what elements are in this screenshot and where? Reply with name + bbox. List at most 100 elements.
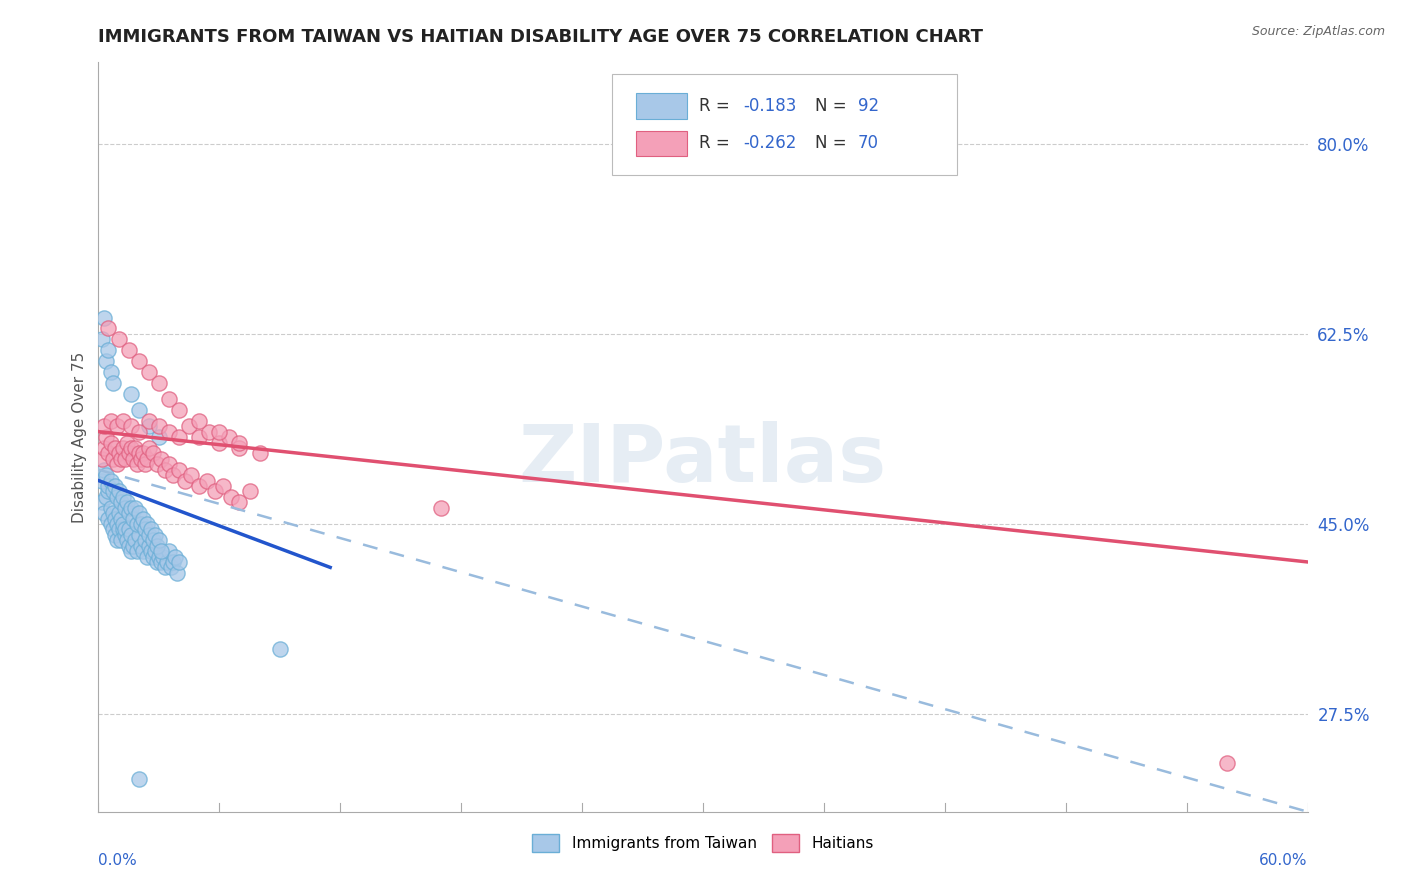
Point xyxy=(162,468,184,483)
Point xyxy=(135,516,157,531)
Point xyxy=(124,441,146,455)
Point xyxy=(188,479,211,493)
Point xyxy=(218,430,240,444)
Point xyxy=(138,441,160,455)
Point xyxy=(107,522,129,536)
Point xyxy=(198,425,221,439)
Point xyxy=(188,430,211,444)
Point xyxy=(114,528,136,542)
Point xyxy=(100,414,122,428)
Point xyxy=(128,446,150,460)
Point xyxy=(134,457,156,471)
Point xyxy=(125,457,148,471)
Point xyxy=(105,490,128,504)
Point xyxy=(139,522,162,536)
Point xyxy=(149,555,172,569)
Point xyxy=(114,522,136,536)
Point xyxy=(128,403,150,417)
Point xyxy=(166,566,188,580)
Point xyxy=(148,376,170,390)
Point xyxy=(120,544,142,558)
Point xyxy=(208,425,231,439)
Point xyxy=(167,555,190,569)
Y-axis label: Disability Age Over 75: Disability Age Over 75 xyxy=(72,351,87,523)
Point xyxy=(157,425,180,439)
Text: 60.0%: 60.0% xyxy=(1260,853,1308,868)
Point xyxy=(143,528,166,542)
Point xyxy=(105,533,128,548)
Point xyxy=(105,516,128,531)
Point xyxy=(146,555,169,569)
Point xyxy=(93,441,115,455)
Point xyxy=(91,495,114,509)
Point xyxy=(121,539,143,553)
Point xyxy=(111,441,134,455)
Point xyxy=(100,500,122,515)
Point xyxy=(91,332,114,346)
Point xyxy=(96,490,118,504)
Point xyxy=(120,386,142,401)
Point xyxy=(124,500,146,515)
Point xyxy=(174,474,197,488)
Point xyxy=(118,539,141,553)
Point xyxy=(152,549,174,564)
Point xyxy=(93,419,115,434)
Point xyxy=(142,533,165,548)
Point xyxy=(167,403,190,417)
Point xyxy=(195,474,218,488)
Point xyxy=(93,463,115,477)
Point xyxy=(146,457,169,471)
Point xyxy=(138,528,160,542)
Point xyxy=(128,425,150,439)
Point xyxy=(212,479,235,493)
Point xyxy=(134,522,156,536)
Point xyxy=(120,419,142,434)
Point xyxy=(93,310,115,325)
Point xyxy=(149,544,172,558)
Point xyxy=(91,451,114,466)
Point xyxy=(149,451,172,466)
Point xyxy=(105,419,128,434)
Point xyxy=(138,365,160,379)
Point xyxy=(162,555,184,569)
Point xyxy=(124,533,146,548)
Point xyxy=(153,560,176,574)
Text: R =: R = xyxy=(699,135,735,153)
Point xyxy=(157,392,180,406)
Point xyxy=(167,463,190,477)
Point xyxy=(228,435,250,450)
Point xyxy=(96,354,118,368)
Point xyxy=(91,474,114,488)
Point xyxy=(93,506,115,520)
Point xyxy=(107,506,129,520)
Point xyxy=(97,484,120,499)
Point xyxy=(105,457,128,471)
Point xyxy=(146,539,169,553)
Legend: Immigrants from Taiwan, Haitians: Immigrants from Taiwan, Haitians xyxy=(526,828,880,858)
Point xyxy=(430,500,453,515)
Point xyxy=(120,441,142,455)
Point xyxy=(120,528,142,542)
Point xyxy=(208,435,231,450)
Point xyxy=(121,451,143,466)
Point xyxy=(115,495,138,509)
Point xyxy=(97,321,120,335)
Point xyxy=(129,539,152,553)
Point xyxy=(101,506,124,520)
Point xyxy=(111,522,134,536)
Point xyxy=(110,495,132,509)
Point xyxy=(148,533,170,548)
Point xyxy=(101,376,124,390)
Point xyxy=(204,484,226,499)
Point xyxy=(153,463,176,477)
FancyBboxPatch shape xyxy=(637,130,688,156)
Point xyxy=(101,522,124,536)
Point xyxy=(96,468,118,483)
Point xyxy=(100,474,122,488)
Point xyxy=(120,500,142,515)
Point xyxy=(111,414,134,428)
Point xyxy=(103,528,125,542)
Point xyxy=(103,441,125,455)
Point xyxy=(128,772,150,786)
Point xyxy=(132,511,155,525)
